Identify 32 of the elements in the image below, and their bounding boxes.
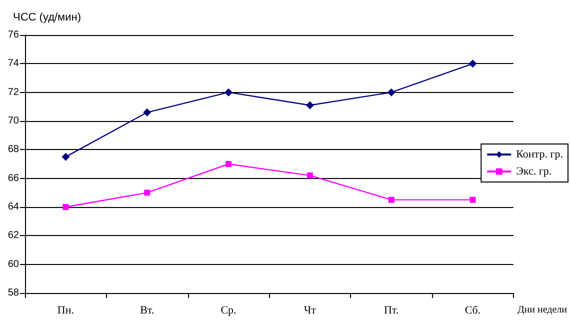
point bbox=[306, 172, 313, 178]
x-tick-label: Ср. bbox=[220, 304, 237, 316]
y-axis-title: ЧСС (уд/мин) bbox=[13, 12, 81, 24]
y-tick-label: 72 bbox=[8, 86, 20, 98]
point bbox=[144, 190, 150, 196]
y-tick-label: 66 bbox=[8, 172, 20, 184]
point bbox=[143, 108, 152, 116]
x-tick-label: Пт. bbox=[384, 304, 399, 316]
point bbox=[387, 88, 396, 96]
y-tick-label: 64 bbox=[8, 202, 20, 212]
y-tick-label: 74 bbox=[8, 58, 20, 70]
point bbox=[62, 204, 69, 210]
point bbox=[388, 196, 394, 203]
y-tick-label: 62 bbox=[8, 230, 20, 242]
y-tick-label: 58 bbox=[8, 288, 20, 298]
y-tick-label: 60 bbox=[8, 258, 20, 270]
point bbox=[306, 101, 314, 110]
x-tick-label: Чт bbox=[304, 304, 316, 316]
point bbox=[470, 196, 476, 203]
x-tick-label: Вт. bbox=[140, 304, 154, 316]
y-tick-label: 70 bbox=[8, 116, 20, 126]
x-tick-label: Пн. bbox=[57, 304, 74, 316]
point bbox=[226, 161, 232, 167]
y-tick-label: 76 bbox=[8, 30, 20, 40]
point bbox=[62, 152, 70, 161]
point bbox=[224, 88, 233, 96]
point bbox=[468, 60, 477, 68]
legend-label: Контр. гр. bbox=[516, 148, 564, 160]
x-axis-title: Дни недели bbox=[517, 304, 568, 316]
x-tick-label: Сб. bbox=[464, 304, 481, 316]
legend-label: Экс. гр. bbox=[516, 166, 552, 178]
y-tick-label: 68 bbox=[8, 144, 20, 156]
